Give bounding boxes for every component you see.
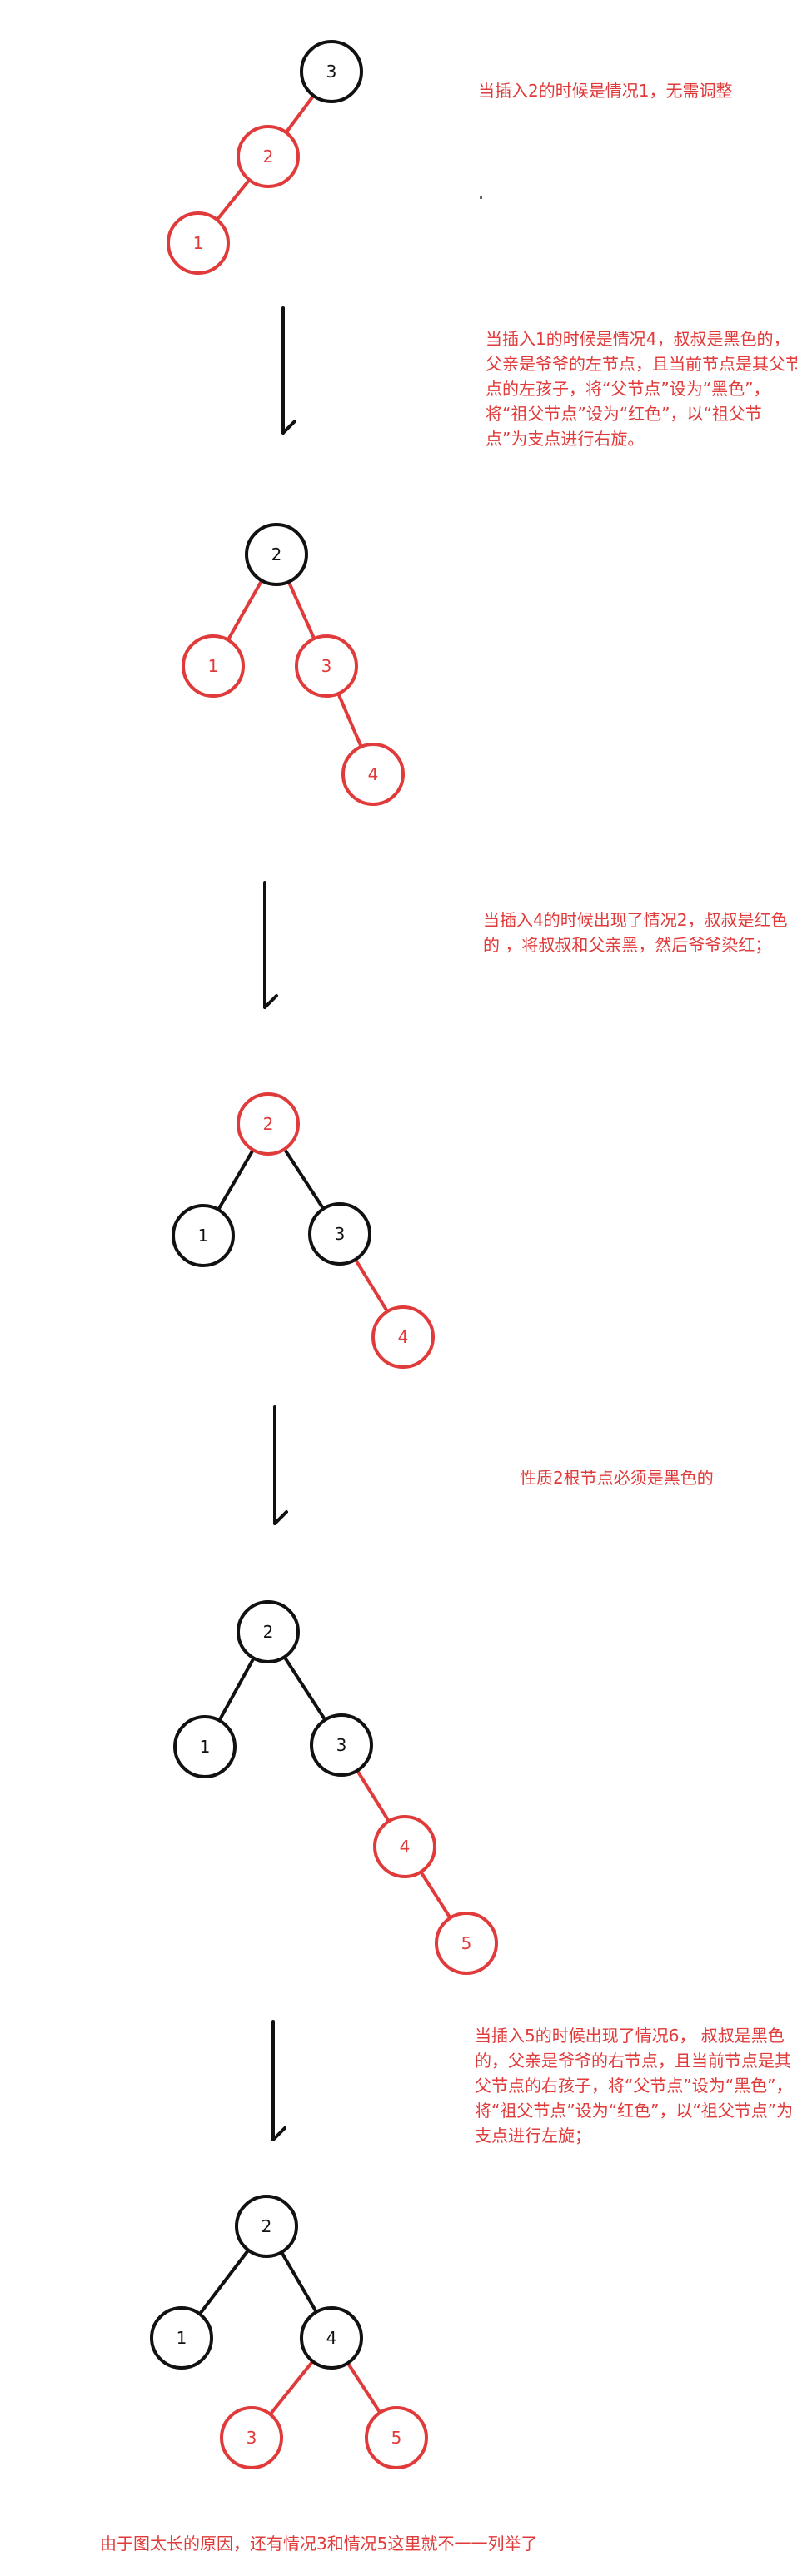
tree5-node-2: 2 xyxy=(235,2195,298,2258)
node-label: 2 xyxy=(263,1622,274,1642)
tree2-node-3: 3 xyxy=(295,634,358,698)
node-label: 1 xyxy=(193,233,204,253)
node-circle xyxy=(220,2406,283,2469)
node-circle xyxy=(245,523,308,586)
node-label: 4 xyxy=(368,764,379,784)
node-label: 4 xyxy=(400,1837,411,1857)
tree1-node-1: 1 xyxy=(167,211,230,275)
node-label: 3 xyxy=(335,1224,346,1244)
tree4-edge-a-c xyxy=(282,1655,327,1722)
tree4-node-5: 5 xyxy=(435,1912,498,1975)
node-label: 2 xyxy=(263,1114,274,1134)
node-label: 1 xyxy=(177,2328,187,2348)
down-arrow-1 xyxy=(281,306,296,435)
down-arrow-2 xyxy=(263,881,278,1009)
note-step5: 当插入5的时候出现了情况6， 叔叔是黑色的，父亲是爷爷的右节点，且当前节点是其父… xyxy=(475,2026,794,2146)
down-arrow-4 xyxy=(271,2020,286,2141)
tree2-edge-a-c xyxy=(286,579,316,641)
node-circle xyxy=(150,2306,213,2370)
node-label: 2 xyxy=(271,545,282,564)
node-circle xyxy=(235,2195,298,2258)
tree4-edge-c-d xyxy=(356,1768,391,1823)
tree4-node-4: 4 xyxy=(373,1815,436,1878)
node-label: 1 xyxy=(200,1737,211,1757)
tree4-edge-a-b xyxy=(217,1656,256,1723)
tree2-node-2: 2 xyxy=(245,523,308,586)
node-circle xyxy=(237,125,300,188)
nodes-layer: 3 2 1 2 1 3 4 2 1 3 4 2 1 3 4 5 2 1 4 3 5 xyxy=(150,40,498,2469)
node-label: 3 xyxy=(326,62,337,82)
tree5-node-4: 4 xyxy=(300,2306,363,2370)
tree5-edge-a-b xyxy=(197,2248,251,2316)
node-label: 2 xyxy=(262,2216,272,2236)
tree4-node-1: 1 xyxy=(173,1715,237,1778)
node-circle xyxy=(173,1715,237,1778)
node-label: 5 xyxy=(461,1933,472,1953)
tree4-edge-d-e xyxy=(419,1870,452,1920)
tree5-node-1: 1 xyxy=(150,2306,213,2370)
tree3-edge-c-d xyxy=(353,1257,390,1314)
stray-dot xyxy=(480,196,482,199)
node-circle xyxy=(310,1713,373,1777)
node-circle xyxy=(182,634,245,698)
tree5-node-3: 3 xyxy=(220,2406,283,2469)
tree2-edge-a-b xyxy=(226,579,264,642)
node-circle xyxy=(237,1092,300,1156)
tree4-node-3: 3 xyxy=(310,1713,373,1777)
edges-layer xyxy=(197,93,452,2416)
arrows-layer xyxy=(263,306,296,2141)
tree3-edge-a-b xyxy=(217,1148,255,1211)
tree3-node-1: 1 xyxy=(172,1204,235,1267)
tree4-node-2: 2 xyxy=(237,1600,300,1663)
tree3-node-2: 2 xyxy=(237,1092,300,1156)
node-circle xyxy=(365,2406,428,2469)
tree5-edge-c-e xyxy=(346,2361,382,2414)
note-step2: 当插入1的时候是情况4，叔叔是黑色的，父亲是爷爷的左节点，且当前节点是其父节点的… xyxy=(486,329,797,449)
node-label: 3 xyxy=(321,656,332,676)
note-step3: 当插入4的时候出现了情况2，叔叔是红色的 ，将叔叔和父亲黑，然后爷爷染红； xyxy=(483,910,788,955)
tree3-node-3: 3 xyxy=(308,1202,371,1266)
node-label: 1 xyxy=(208,656,219,676)
node-label: 2 xyxy=(263,147,274,167)
tree1-node-2: 2 xyxy=(237,125,300,188)
node-circle xyxy=(308,1202,371,1266)
node-label: 3 xyxy=(247,2428,257,2448)
node-circle xyxy=(373,1815,436,1878)
note-footer: 由于图太长的原因，还有情况3和情况5这里就不一一列举了 xyxy=(100,2534,538,2554)
tree2-node-4: 4 xyxy=(341,743,405,806)
node-circle xyxy=(300,2306,363,2370)
node-circle xyxy=(167,211,230,275)
node-circle xyxy=(295,634,358,698)
down-arrow-3 xyxy=(273,1405,288,1525)
node-circle xyxy=(237,1600,300,1663)
node-circle xyxy=(371,1305,435,1369)
note-step1: 当插入2的时候是情况1，无需调整 xyxy=(478,81,733,101)
tree5-edge-c-d xyxy=(268,2360,315,2416)
node-label: 1 xyxy=(198,1226,209,1246)
tree5-edge-a-c xyxy=(280,2250,318,2314)
tree2-edge-c-d xyxy=(336,692,363,748)
tree5-node-5: 5 xyxy=(365,2406,428,2469)
node-circle xyxy=(300,40,363,103)
node-circle xyxy=(341,743,405,806)
node-label: 3 xyxy=(336,1735,347,1755)
node-label: 4 xyxy=(326,2328,337,2348)
tree1-node-3: 3 xyxy=(300,40,363,103)
note-step4: 性质2根节点必须是黑色的 xyxy=(520,1468,714,1488)
tree2-node-1: 1 xyxy=(182,634,245,698)
tree3-edge-a-c xyxy=(282,1147,326,1211)
node-circle xyxy=(435,1912,498,1975)
node-label: 5 xyxy=(391,2428,402,2448)
node-circle xyxy=(172,1204,235,1267)
tree3-node-4: 4 xyxy=(371,1305,435,1369)
node-label: 4 xyxy=(398,1327,409,1347)
tree1-edge-a-b xyxy=(284,93,316,135)
tree1-edge-b-c xyxy=(215,178,252,221)
